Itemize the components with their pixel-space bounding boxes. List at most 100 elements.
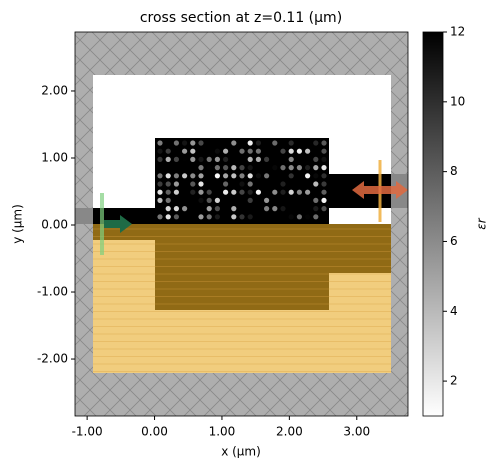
design-pixels [157,140,327,220]
pixel [272,189,278,195]
colorbar-tick-label: 6 [450,234,458,248]
colorbar-tick-label: 4 [450,304,458,318]
pixel [321,173,327,179]
pixel [280,206,286,212]
pixel [165,148,171,154]
pixel [247,214,253,220]
pixel [157,197,163,203]
pixel [198,165,204,171]
pixel [206,214,212,220]
pixel [288,173,294,179]
pixel [255,140,261,146]
source-arrow [104,215,132,233]
pixel [223,148,229,154]
pixel [264,206,270,212]
pixel [206,197,212,203]
pixel [157,189,163,195]
pixel [165,197,171,203]
pixel [182,148,188,154]
pixel [255,173,261,179]
pixel [313,156,319,162]
pixel [223,181,229,187]
pixel [190,148,196,154]
pixel [214,197,220,203]
pixel [198,197,204,203]
pixel [157,214,163,220]
pixel [272,140,278,146]
colorbar-tick-label: 12 [450,25,465,39]
pixel [264,173,270,179]
pixel [214,173,220,179]
pixel [157,148,163,154]
pixel [272,206,278,212]
pixel [239,181,245,187]
pixel [247,189,253,195]
pixel [321,197,327,203]
pixel [173,140,179,146]
pixel [313,206,319,212]
pixel [173,189,179,195]
pixel [296,148,302,154]
pixel [247,148,253,154]
pixel [214,206,220,212]
colorbar-tick-label: 2 [450,374,458,388]
y-axis-label: y (μm) [11,204,25,244]
plot-area [75,32,408,416]
pixel [239,148,245,154]
pixel [214,165,220,171]
pixel [182,156,188,162]
pixel [190,156,196,162]
pixel [305,214,311,220]
pixel [280,165,286,171]
pixel [231,189,237,195]
pixel [272,165,278,171]
pixel [313,173,319,179]
substrate-overlap [93,224,391,310]
pixel [165,189,171,195]
pixel [272,214,278,220]
pixel [247,181,253,187]
colorbar [422,31,444,417]
pixel [231,173,237,179]
pixel [214,214,220,220]
pixel [198,214,204,220]
pixel [157,156,163,162]
pixel [313,181,319,187]
pixel [206,156,212,162]
pixel [239,173,245,179]
pixel [182,206,188,212]
pixel [206,165,212,171]
pixel [173,214,179,220]
pixel [223,173,229,179]
pixel [288,165,294,171]
pixel [280,189,286,195]
pixel [321,156,327,162]
waveguide-left [75,208,155,224]
x-tick-label: 2.00 [276,425,303,439]
pixel [280,181,286,187]
pixel [198,189,204,195]
pixel [231,165,237,171]
pixel [288,214,294,220]
pixel [165,181,171,187]
pixel [231,140,237,146]
pixel [321,181,327,187]
pixel [288,140,294,146]
pixel [239,189,245,195]
pixel [296,165,302,171]
pixel [198,140,204,146]
colorbar-tick-label: 10 [450,94,465,108]
pixel [313,140,319,146]
pixel [173,173,179,179]
pixel [288,156,294,162]
pixel [165,214,171,220]
pixel [173,156,179,162]
pixel [296,189,302,195]
pixel [157,140,163,146]
pixel [214,156,220,162]
pixel [255,148,261,154]
pixel [173,206,179,212]
x-tick-label: 1.00 [209,425,236,439]
pixel [182,173,188,179]
